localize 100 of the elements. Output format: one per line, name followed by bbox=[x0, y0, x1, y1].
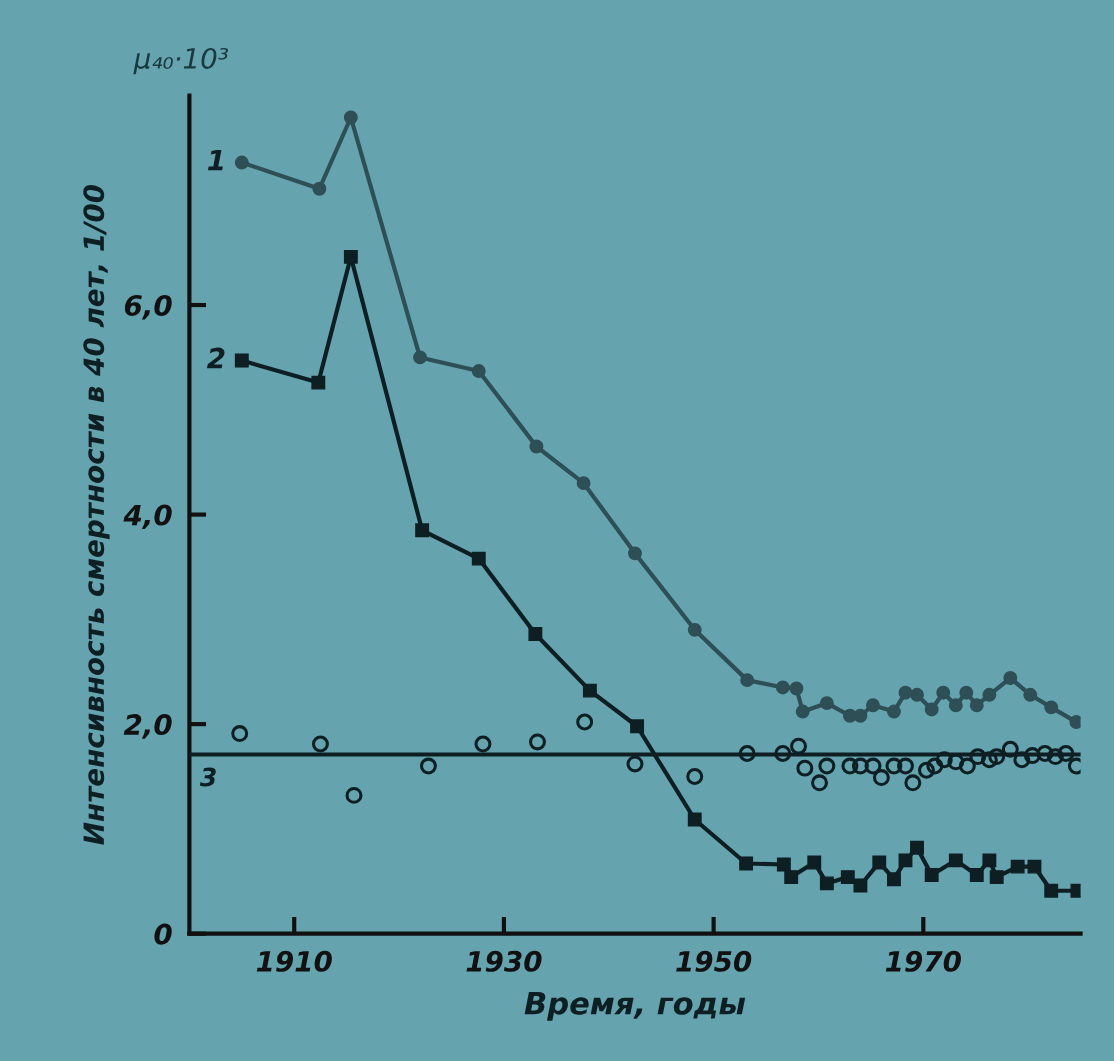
point bbox=[1010, 859, 1025, 874]
point bbox=[686, 768, 704, 785]
point bbox=[924, 702, 939, 717]
point bbox=[738, 744, 756, 762]
x-tick-label: 1930 bbox=[466, 950, 542, 972]
point bbox=[936, 685, 951, 700]
point bbox=[969, 748, 987, 766]
point bbox=[234, 353, 249, 368]
point bbox=[471, 364, 486, 378]
point bbox=[910, 840, 924, 855]
point bbox=[851, 757, 869, 775]
point bbox=[853, 878, 868, 893]
series-label: 3 bbox=[199, 767, 216, 787]
point bbox=[234, 155, 249, 170]
point bbox=[982, 853, 997, 868]
point bbox=[739, 856, 754, 871]
point bbox=[775, 680, 790, 695]
point bbox=[528, 627, 543, 641]
point bbox=[774, 744, 792, 762]
point bbox=[576, 476, 591, 491]
point bbox=[959, 685, 974, 700]
point bbox=[1044, 700, 1059, 715]
point bbox=[969, 698, 984, 713]
point bbox=[948, 853, 963, 868]
point bbox=[1013, 751, 1031, 769]
point bbox=[898, 685, 913, 700]
point bbox=[1036, 744, 1054, 762]
point bbox=[312, 181, 327, 196]
point bbox=[924, 868, 939, 882]
point bbox=[948, 698, 963, 713]
point bbox=[980, 751, 998, 769]
point bbox=[529, 439, 544, 454]
point bbox=[872, 855, 887, 870]
y-tick-label: 4,0 bbox=[123, 504, 172, 530]
x-tick-label: 1910 bbox=[256, 950, 332, 972]
point bbox=[796, 759, 814, 777]
point bbox=[989, 870, 1004, 885]
point bbox=[740, 673, 755, 688]
point bbox=[864, 757, 882, 775]
point bbox=[904, 774, 922, 792]
point bbox=[958, 757, 976, 775]
point bbox=[819, 696, 834, 711]
point bbox=[840, 870, 855, 885]
point bbox=[1001, 740, 1019, 758]
point bbox=[687, 812, 702, 827]
point bbox=[311, 735, 329, 753]
point bbox=[1003, 671, 1018, 685]
point bbox=[897, 757, 914, 775]
point bbox=[819, 876, 834, 891]
x-tick-label: 1970 bbox=[885, 950, 961, 972]
point bbox=[887, 704, 901, 719]
point bbox=[343, 110, 358, 125]
series-label: 2 bbox=[206, 347, 225, 369]
point bbox=[415, 523, 430, 538]
point bbox=[982, 687, 997, 702]
y-tick-label: 6,0 bbox=[124, 294, 172, 320]
text: μ₄₀·10³ bbox=[133, 47, 229, 75]
x-tick-label: 1950 bbox=[676, 950, 752, 972]
point bbox=[529, 733, 546, 751]
point bbox=[231, 725, 249, 743]
y-tick-label: 0 bbox=[154, 923, 172, 945]
point bbox=[1057, 744, 1075, 762]
series-label: 1 bbox=[207, 149, 223, 171]
point bbox=[776, 857, 791, 872]
y-tick-label: 2,0 bbox=[123, 714, 172, 739]
point bbox=[885, 757, 903, 775]
point bbox=[1027, 859, 1042, 874]
point bbox=[628, 546, 642, 561]
point bbox=[887, 872, 901, 887]
point bbox=[311, 375, 326, 390]
point bbox=[866, 698, 880, 713]
point bbox=[795, 704, 810, 719]
point bbox=[345, 786, 363, 804]
point bbox=[1046, 748, 1064, 766]
point bbox=[853, 708, 868, 723]
point bbox=[811, 774, 828, 792]
y-axis-title: Интенсивность смертности в 40 лет, 1/00 bbox=[83, 184, 110, 845]
point bbox=[818, 757, 836, 775]
point bbox=[1023, 687, 1038, 702]
point bbox=[910, 687, 924, 702]
point bbox=[841, 757, 859, 775]
point bbox=[872, 769, 890, 787]
point bbox=[789, 681, 804, 696]
point bbox=[790, 737, 808, 755]
x-axis-title: Время, годы bbox=[524, 992, 746, 1021]
point bbox=[630, 719, 645, 734]
point bbox=[687, 622, 702, 637]
point bbox=[343, 249, 358, 264]
point bbox=[898, 853, 913, 868]
point bbox=[969, 868, 984, 882]
point bbox=[582, 683, 597, 698]
point bbox=[926, 757, 944, 775]
point bbox=[413, 350, 427, 365]
point bbox=[1023, 747, 1041, 765]
point bbox=[784, 870, 799, 885]
point bbox=[419, 757, 437, 775]
point bbox=[807, 855, 822, 870]
point bbox=[576, 713, 594, 731]
point bbox=[1044, 883, 1059, 898]
point bbox=[474, 735, 492, 753]
